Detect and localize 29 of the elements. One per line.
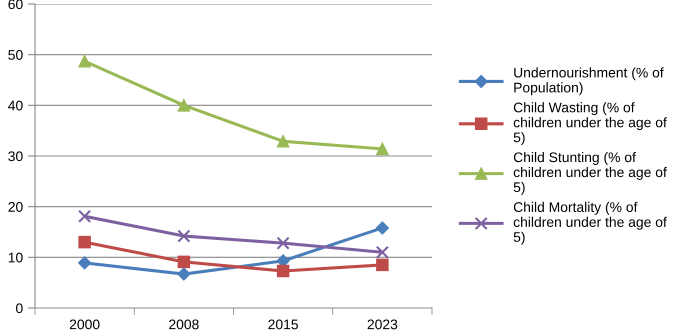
x-tick-label: 2015 — [268, 319, 298, 330]
legend-label: Child Stunting (% of children under the age of 5) — [514, 152, 667, 195]
y-tick-label: 20 — [8, 202, 23, 212]
y-tick-label: 40 — [8, 100, 23, 111]
point — [78, 210, 92, 223]
x-tick-label: 2008 — [169, 319, 199, 330]
x-tick-label: 2023 — [368, 319, 398, 330]
point — [78, 236, 91, 248]
y-tick-label: 10 — [8, 252, 23, 263]
point — [376, 142, 389, 156]
legend-label: Undernourishment (% of Population) — [514, 67, 664, 96]
point — [276, 135, 290, 148]
legend-label: Child Mortality (% of children under the age of 5) — [514, 202, 667, 245]
point — [376, 246, 389, 259]
y-tick-label: 30 — [8, 151, 23, 162]
point — [178, 256, 190, 268]
point — [178, 99, 190, 112]
point — [376, 221, 389, 235]
point — [276, 264, 290, 278]
point — [276, 236, 290, 250]
point — [78, 55, 91, 68]
point — [177, 267, 190, 281]
point — [376, 258, 389, 272]
y-tick-label: 0 — [16, 303, 23, 314]
y-tick-label: 50 — [8, 50, 23, 60]
x-tick-label: 2000 — [70, 319, 100, 330]
point — [78, 256, 92, 270]
legend-label: Child Wasting (% of children under the age of 5) — [514, 102, 667, 146]
point — [177, 229, 190, 243]
